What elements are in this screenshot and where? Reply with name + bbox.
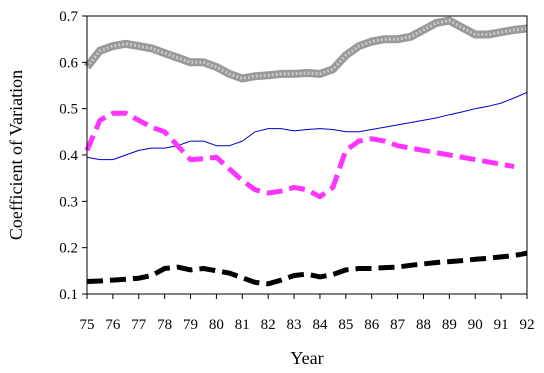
- x-tick-label: 90: [468, 317, 483, 333]
- x-tick-label: 92: [520, 317, 535, 333]
- x-tick-label: 85: [338, 317, 353, 333]
- x-tick-label: 79: [183, 317, 198, 333]
- x-axis-ticks: 75 76 77 78 79 80 81 82 83 84 85 86 87 88 89 90 91 92: [80, 294, 535, 333]
- x-tick-label: 87: [390, 317, 406, 333]
- x-tick-label: 75: [80, 317, 95, 333]
- y-axis-title: Coefficient of Variation: [6, 70, 26, 240]
- y-tick-label: 0.5: [59, 102, 78, 118]
- y-tick-label: 0.6: [59, 55, 78, 71]
- x-tick-label: 89: [442, 317, 457, 333]
- series-line-1-texture: [85, 19, 528, 81]
- x-tick-label: 83: [287, 317, 302, 333]
- y-axis-ticks: 0.1 0.2 0.3 0.4 0.5 0.6 0.7: [59, 9, 87, 303]
- y-tick-label: 0.7: [59, 9, 78, 25]
- x-tick-label: 76: [105, 317, 121, 333]
- x-tick-label: 80: [209, 317, 224, 333]
- x-tick-label: 77: [131, 317, 147, 333]
- y-tick-label: 0.2: [59, 241, 78, 257]
- series-layer: [83, 16, 528, 287]
- series-line-4: [86, 250, 528, 287]
- y-tick-label: 0.4: [59, 148, 78, 164]
- x-tick-label: 88: [416, 317, 431, 333]
- x-tick-label: 78: [157, 317, 172, 333]
- x-tick-label: 84: [312, 317, 328, 333]
- y-tick-label: 0.3: [59, 194, 78, 210]
- series-line-1: [83, 16, 528, 83]
- x-tick-label: 82: [261, 317, 276, 333]
- series-line-3: [84, 110, 515, 200]
- x-tick-label: 91: [494, 317, 509, 333]
- series-line-2: [86, 91, 528, 161]
- x-axis-title: Year: [290, 348, 323, 368]
- y-tick-label: 0.1: [59, 287, 78, 303]
- x-tick-label: 86: [364, 317, 380, 333]
- x-tick-label: 81: [235, 317, 250, 333]
